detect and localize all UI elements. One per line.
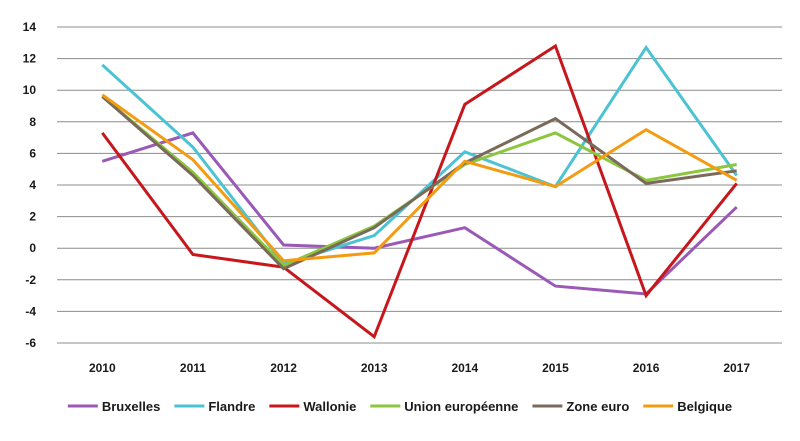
x-tick-label: 2016 (633, 361, 660, 375)
y-tick-label: 12 (23, 52, 37, 66)
legend-label: Flandre (208, 399, 255, 414)
legend-item: Flandre (174, 399, 255, 414)
x-tick-label: 2011 (180, 361, 206, 375)
x-tick-label: 2015 (542, 361, 569, 375)
legend-label: Union européenne (404, 399, 518, 414)
legend-label: Belgique (677, 399, 732, 414)
x-axis: 2010 2011 2012 2013 2014 2015 2016 2017 (89, 361, 750, 375)
series-lines (101, 43, 738, 340)
y-axis: -6 -4 -2 0 2 4 6 8 10 12 14 (23, 20, 37, 350)
y-tick-label: -6 (25, 336, 36, 350)
y-tick-label: 14 (23, 20, 37, 34)
series-line-belgique (101, 93, 738, 263)
legend-item: Union européenne (370, 399, 518, 414)
series-line-bruxelles (101, 131, 738, 296)
legend-item: Belgique (643, 399, 732, 414)
grid-lines (57, 26, 782, 344)
y-tick-label: 6 (29, 146, 36, 160)
x-tick-label: 2017 (723, 361, 750, 375)
legend-label: Wallonie (303, 399, 356, 414)
series-line-flandre (101, 44, 738, 266)
legend-label: Bruxelles (102, 399, 161, 414)
x-tick-label: 2012 (270, 361, 297, 375)
y-tick-label: 2 (29, 210, 36, 224)
x-tick-label: 2014 (451, 361, 478, 375)
y-tick-label: 10 (23, 83, 37, 97)
y-tick-label: 4 (29, 178, 36, 192)
y-tick-label: -4 (25, 304, 36, 318)
x-tick-label: 2010 (89, 361, 116, 375)
legend-item: Wallonie (269, 399, 356, 414)
legend-item: Zone euro (532, 399, 629, 414)
x-tick-label: 2013 (361, 361, 388, 375)
series-line-wallonie (101, 43, 738, 340)
legend-item: Bruxelles (67, 399, 161, 414)
series-line-zone-euro (101, 95, 737, 271)
legend-label: Zone euro (566, 399, 629, 414)
y-tick-label: 0 (29, 241, 36, 255)
y-tick-label: -2 (25, 273, 36, 287)
legend: Bruxelles Flandre Wallonie Union européenne… (67, 399, 732, 414)
y-tick-label: 8 (29, 115, 36, 129)
